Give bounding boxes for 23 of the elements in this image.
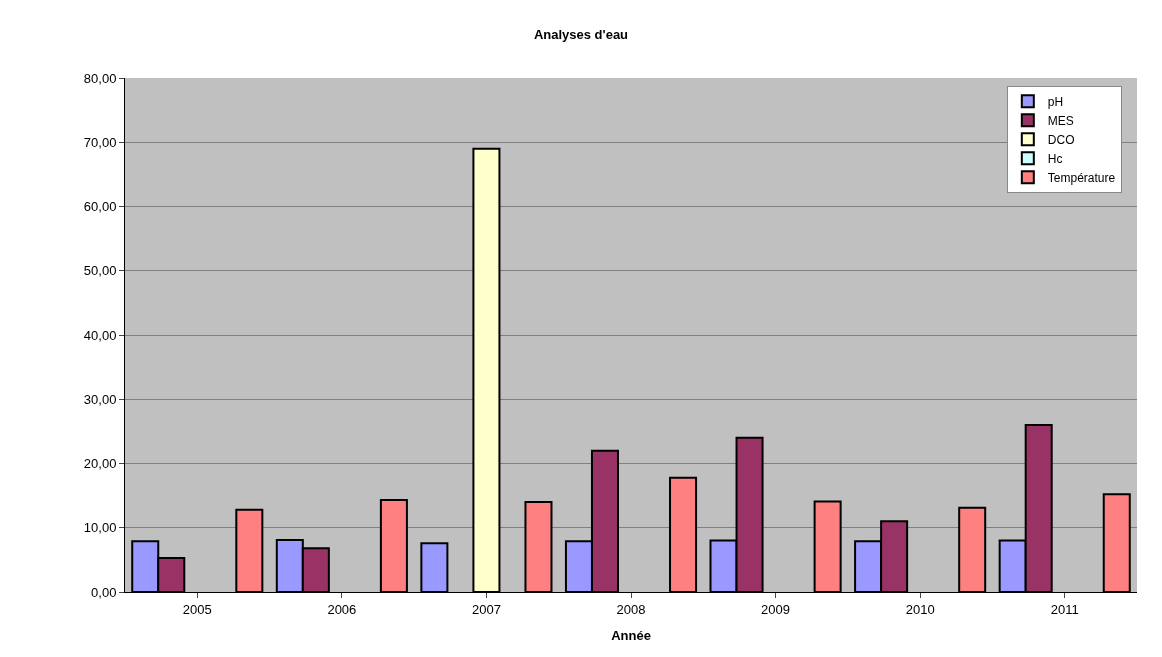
y-tick-label: 60,00 [83,199,117,215]
legend-label: Température [1047,170,1116,185]
x-tick-label: 2011 [1050,601,1079,617]
legend-label: Hc [1047,151,1063,166]
x-tick-label: 2005 [182,601,212,617]
y-tick-label: 30,00 [83,391,117,407]
legend-label: DCO [1047,132,1075,147]
chart-title: Analyses d'eau [533,26,629,42]
legend-label: pH [1047,94,1064,109]
y-tick-label: 50,00 [83,263,117,279]
y-tick-label: 80,00 [83,70,117,86]
x-axis-title: Année [611,628,651,644]
legend-label: MES [1047,113,1074,128]
y-tick-label: 20,00 [83,456,117,472]
x-tick-label: 2008 [616,601,646,617]
x-tick-label: 2006 [327,601,357,617]
y-tick-label: 10,00 [83,520,117,536]
y-tick-label: 70,00 [83,134,117,150]
x-tick-label: 2007 [471,601,501,617]
x-tick-label: 2009 [761,601,791,617]
y-tick-label: 0,00 [91,584,117,600]
y-tick-label: 40,00 [83,327,117,343]
x-tick-label: 2010 [905,601,935,617]
